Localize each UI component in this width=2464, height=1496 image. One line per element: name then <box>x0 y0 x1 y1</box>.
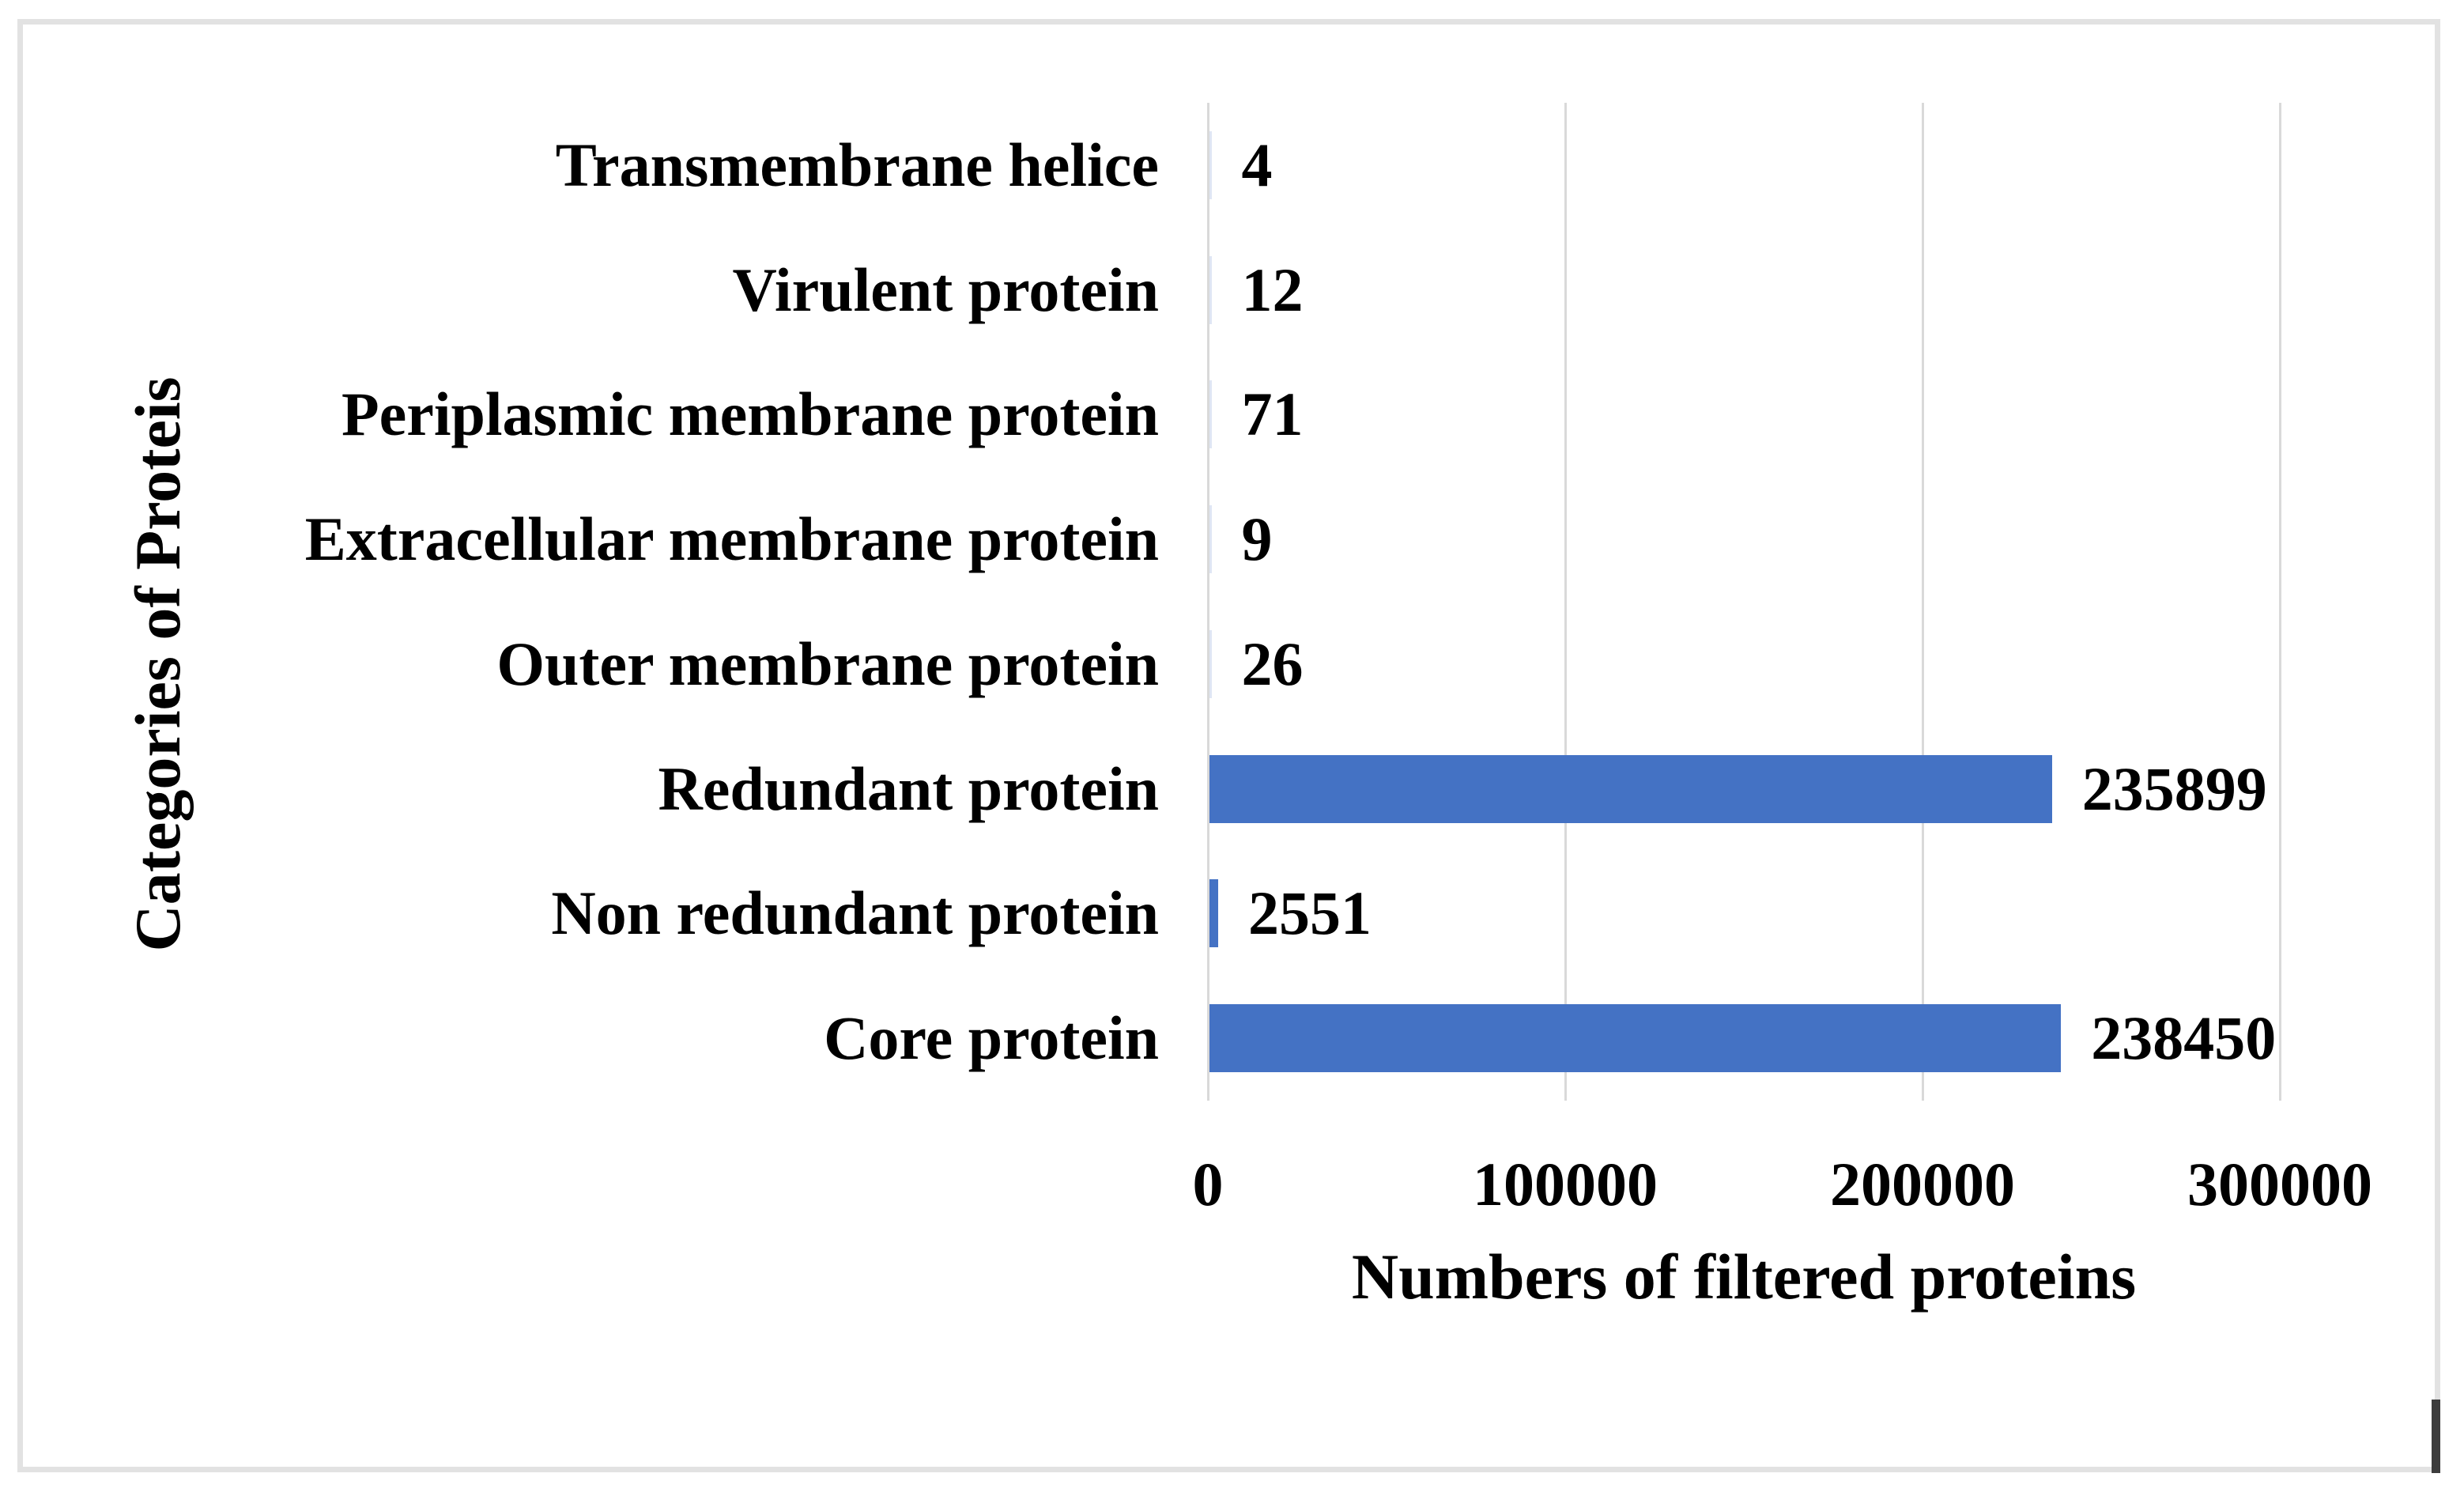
value-label: 71 <box>1241 380 1304 449</box>
category-label: Extracellular membrane protein <box>304 504 1159 574</box>
value-label: 2551 <box>1248 878 1372 948</box>
value-label: 235899 <box>2081 754 2267 823</box>
y-axis-line <box>1206 103 1209 1101</box>
value-label: 4 <box>1241 130 1273 199</box>
category-label: Non redundant protein <box>551 878 1159 948</box>
gridline <box>2278 103 2281 1101</box>
bar <box>1209 754 2052 823</box>
figure-border <box>17 19 2440 1472</box>
x-axis-title: Numbers of filtered proteins <box>1351 1241 2137 1313</box>
category-label: Redundant protein <box>658 754 1159 823</box>
bar <box>1209 1004 2062 1073</box>
bar <box>1209 629 1212 698</box>
bar <box>1209 505 1212 574</box>
category-label: Periplasmic membrane protein <box>341 380 1159 449</box>
category-label: Virulent protein <box>732 255 1160 324</box>
x-tick-label: 100000 <box>1473 1150 1658 1218</box>
category-label: Outer membrane protein <box>496 629 1159 698</box>
gridline <box>1921 103 1924 1101</box>
value-label: 238450 <box>2091 1003 2277 1073</box>
bar <box>1209 380 1212 449</box>
gridline <box>1564 103 1567 1101</box>
right-edge-artifact <box>2432 1400 2440 1473</box>
bar <box>1209 130 1212 199</box>
value-label: 9 <box>1241 504 1273 574</box>
category-label: Core protein <box>824 1003 1159 1073</box>
x-tick-label: 200000 <box>1830 1150 2015 1218</box>
x-tick-label: 300000 <box>2187 1150 2372 1218</box>
x-tick-label: 0 <box>1192 1150 1224 1218</box>
value-label: 12 <box>1241 255 1304 324</box>
bar <box>1209 255 1212 324</box>
category-label: Transmembrane helice <box>555 130 1159 199</box>
value-label: 26 <box>1241 629 1304 698</box>
bar <box>1209 879 1219 948</box>
